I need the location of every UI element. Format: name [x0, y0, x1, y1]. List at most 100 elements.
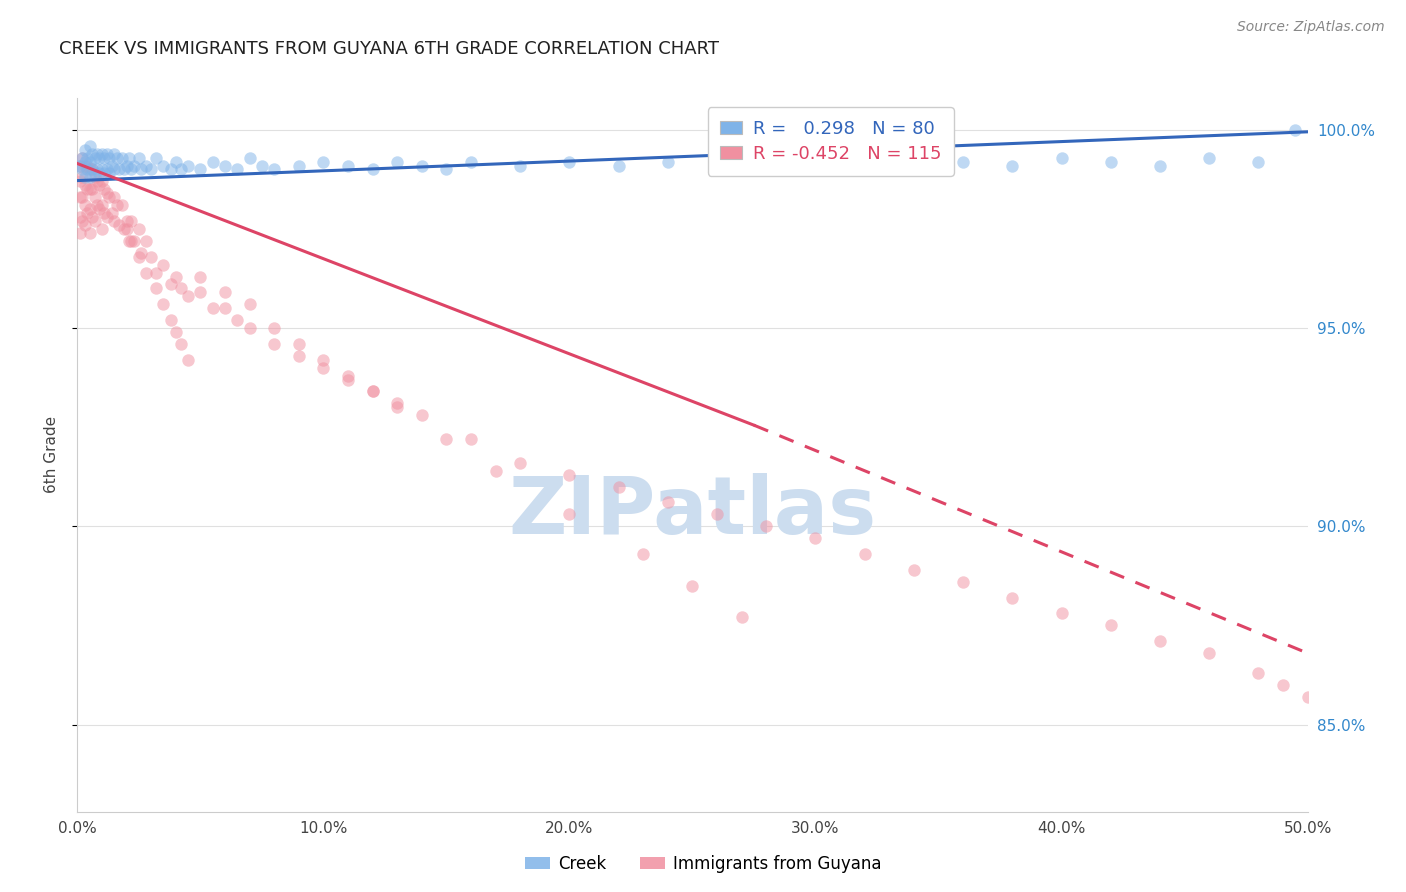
- Point: [853, 547, 876, 561]
- Point: [657, 154, 679, 169]
- Point: [387, 154, 409, 169]
- Point: [160, 162, 183, 177]
- Point: [141, 162, 163, 177]
- Point: [177, 289, 200, 303]
- Point: [73, 143, 96, 157]
- Point: [160, 277, 183, 292]
- Point: [214, 301, 236, 316]
- Point: [201, 154, 224, 169]
- Point: [1284, 123, 1306, 137]
- Point: [607, 159, 630, 173]
- Point: [226, 313, 249, 327]
- Point: [1149, 634, 1171, 648]
- Point: [411, 159, 433, 173]
- Point: [152, 297, 174, 311]
- Point: [706, 508, 728, 522]
- Point: [90, 162, 114, 177]
- Point: [69, 159, 91, 173]
- Point: [111, 151, 132, 165]
- Point: [82, 162, 104, 177]
- Point: [112, 222, 135, 236]
- Point: [69, 210, 91, 224]
- Point: [288, 159, 311, 173]
- Point: [131, 245, 153, 260]
- Point: [288, 337, 311, 351]
- Point: [607, 480, 630, 494]
- Point: [82, 182, 104, 196]
- Point: [239, 151, 262, 165]
- Point: [1001, 591, 1024, 605]
- Point: [361, 384, 384, 399]
- Point: [239, 321, 262, 335]
- Point: [83, 170, 105, 185]
- Point: [263, 162, 285, 177]
- Point: [112, 162, 135, 177]
- Point: [436, 162, 458, 177]
- Point: [1099, 618, 1122, 632]
- Point: [86, 162, 108, 177]
- Point: [73, 154, 96, 169]
- Point: [145, 151, 167, 165]
- Point: [1247, 665, 1270, 680]
- Point: [70, 170, 93, 185]
- Point: [101, 206, 124, 220]
- Point: [69, 226, 91, 240]
- Point: [69, 159, 91, 173]
- Point: [165, 269, 187, 284]
- Point: [79, 226, 101, 240]
- Point: [509, 159, 531, 173]
- Point: [96, 146, 118, 161]
- Point: [73, 159, 96, 173]
- Point: [93, 166, 115, 180]
- Point: [903, 159, 925, 173]
- Point: [90, 198, 114, 212]
- Point: [190, 162, 212, 177]
- Point: [361, 162, 384, 177]
- Point: [1296, 690, 1319, 704]
- Point: [1099, 154, 1122, 169]
- Point: [70, 190, 93, 204]
- Point: [121, 162, 143, 177]
- Point: [558, 154, 581, 169]
- Point: [145, 266, 167, 280]
- Point: [214, 159, 236, 173]
- Point: [190, 269, 212, 284]
- Point: [682, 579, 704, 593]
- Point: [1050, 607, 1073, 621]
- Point: [103, 162, 125, 177]
- Point: [90, 146, 114, 161]
- Point: [98, 151, 121, 165]
- Point: [69, 174, 91, 188]
- Point: [105, 198, 128, 212]
- Point: [103, 190, 125, 204]
- Point: [135, 159, 157, 173]
- Point: [70, 151, 93, 165]
- Point: [633, 547, 655, 561]
- Point: [170, 337, 193, 351]
- Point: [122, 159, 145, 173]
- Point: [263, 337, 285, 351]
- Point: [135, 234, 157, 248]
- Point: [70, 214, 93, 228]
- Point: [83, 190, 105, 204]
- Point: [105, 151, 128, 165]
- Point: [558, 508, 581, 522]
- Point: [111, 198, 132, 212]
- Point: [108, 218, 131, 232]
- Point: [93, 206, 115, 220]
- Point: [93, 182, 115, 196]
- Point: [201, 301, 224, 316]
- Text: CREEK VS IMMIGRANTS FROM GUYANA 6TH GRADE CORRELATION CHART: CREEK VS IMMIGRANTS FROM GUYANA 6TH GRAD…: [59, 40, 718, 58]
- Point: [82, 146, 104, 161]
- Point: [239, 297, 262, 311]
- Point: [755, 519, 778, 533]
- Point: [903, 563, 925, 577]
- Point: [73, 198, 96, 212]
- Point: [82, 162, 104, 177]
- Point: [96, 186, 118, 201]
- Point: [89, 202, 111, 216]
- Point: [263, 321, 285, 335]
- Point: [96, 162, 118, 177]
- Point: [98, 166, 121, 180]
- Point: [1198, 646, 1220, 660]
